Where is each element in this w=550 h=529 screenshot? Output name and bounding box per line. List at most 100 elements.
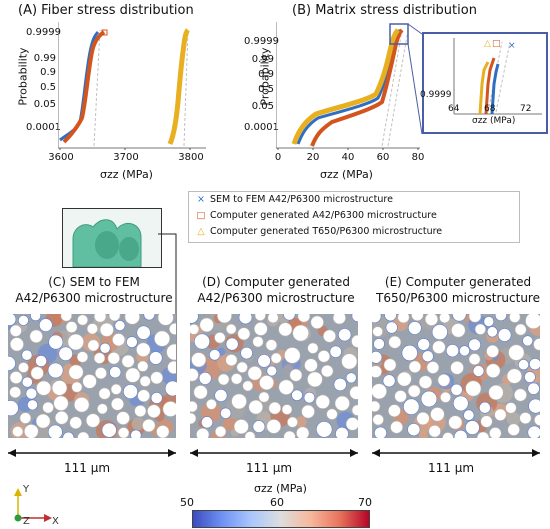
fiber bbox=[190, 412, 197, 425]
fiber bbox=[345, 372, 357, 384]
fiber bbox=[518, 359, 530, 371]
axis-x-label: X bbox=[52, 516, 59, 526]
fiber bbox=[268, 401, 282, 415]
fiber bbox=[19, 412, 32, 424]
fiber bbox=[431, 324, 448, 341]
panel-b-cg-a42-series bbox=[310, 28, 404, 147]
fiber bbox=[527, 382, 540, 395]
fiber bbox=[430, 407, 445, 422]
fiber bbox=[150, 392, 163, 404]
fiber bbox=[524, 371, 536, 383]
panel-b-xtick: 80 bbox=[411, 152, 425, 163]
inset-xtick: 68 bbox=[484, 104, 496, 114]
fiber bbox=[345, 417, 358, 431]
fiber bbox=[30, 314, 41, 322]
panel-b-x-ticks bbox=[277, 148, 419, 150]
fiber bbox=[217, 314, 232, 324]
colorbar bbox=[192, 510, 370, 528]
fiber bbox=[468, 353, 481, 366]
panel-d-microstructure bbox=[190, 314, 358, 438]
fiber bbox=[387, 404, 401, 418]
panel-b-xlabel: σzz (MPa) bbox=[320, 168, 373, 181]
fiber bbox=[94, 367, 107, 380]
fiber bbox=[476, 431, 490, 438]
scale-label-c: 111 μm bbox=[64, 461, 111, 475]
fiber bbox=[24, 424, 39, 438]
fiber bbox=[385, 321, 398, 334]
fiber bbox=[150, 371, 164, 385]
legend-marker: △ bbox=[197, 226, 205, 237]
panel-b-plot bbox=[276, 22, 420, 150]
fiber bbox=[332, 314, 346, 325]
fiber bbox=[99, 322, 114, 337]
matrix-stress-patch bbox=[506, 412, 521, 426]
panel-e-microstructure bbox=[372, 314, 540, 438]
fiber bbox=[143, 314, 156, 321]
fiber bbox=[237, 327, 251, 341]
scale-bar-d bbox=[190, 449, 358, 457]
fiber bbox=[508, 344, 525, 361]
matrix-stress-patch bbox=[295, 416, 307, 428]
fiber bbox=[450, 383, 463, 396]
fiber bbox=[166, 343, 176, 361]
fiber bbox=[38, 318, 53, 332]
scale-label-d: 111 μm bbox=[246, 461, 293, 475]
fiber bbox=[310, 315, 324, 330]
fiber bbox=[253, 321, 268, 336]
fiber bbox=[30, 366, 44, 380]
fiber bbox=[333, 377, 347, 392]
fiber bbox=[507, 423, 520, 436]
fiber bbox=[474, 323, 486, 335]
fiber bbox=[162, 401, 176, 417]
matrix-stress-patch bbox=[222, 416, 238, 431]
fiber bbox=[465, 420, 480, 435]
fiber bbox=[452, 314, 467, 322]
fiber bbox=[401, 344, 418, 362]
fiber bbox=[528, 398, 540, 414]
fiber bbox=[534, 414, 540, 426]
fiber bbox=[164, 380, 176, 397]
fiber bbox=[136, 342, 151, 357]
fiber bbox=[99, 342, 111, 354]
fiber bbox=[428, 424, 441, 438]
fiber bbox=[60, 314, 73, 322]
fiber bbox=[149, 351, 163, 365]
fiber bbox=[394, 390, 407, 403]
fiber bbox=[71, 381, 83, 393]
fiber bbox=[190, 314, 199, 324]
fiber bbox=[18, 362, 29, 373]
fiber bbox=[27, 399, 38, 411]
panel-b-ytick: 0.9999 bbox=[244, 36, 279, 47]
fiber bbox=[254, 314, 266, 321]
fiber bbox=[12, 425, 24, 438]
fiber bbox=[47, 362, 64, 379]
fiber bbox=[258, 391, 270, 403]
fiber bbox=[116, 411, 130, 425]
matrix-stress-patch bbox=[418, 431, 428, 438]
legend-label: Computer generated T650/P6300 microstruc… bbox=[210, 226, 443, 237]
fiber bbox=[372, 326, 383, 337]
fiber bbox=[483, 316, 495, 327]
legend-item: △ Computer generated T650/P6300 microstru… bbox=[195, 226, 442, 237]
fiber bbox=[421, 350, 434, 363]
fiber bbox=[47, 424, 63, 438]
fiber bbox=[199, 317, 214, 333]
fiber bbox=[450, 360, 464, 375]
fiber bbox=[86, 323, 98, 335]
fiber bbox=[439, 314, 451, 324]
fiber bbox=[58, 346, 73, 361]
fiber bbox=[411, 314, 424, 321]
fiber bbox=[107, 351, 121, 365]
fiber-zoom-graphic bbox=[63, 209, 161, 267]
fiber bbox=[9, 371, 23, 384]
fiber bbox=[383, 358, 397, 372]
fiber bbox=[372, 365, 382, 378]
fiber bbox=[296, 426, 310, 438]
fiber bbox=[442, 432, 454, 438]
fiber bbox=[446, 344, 460, 358]
fiber bbox=[126, 336, 138, 348]
panel-c-microstructure bbox=[8, 314, 176, 438]
fiber bbox=[417, 338, 431, 351]
fiber bbox=[53, 395, 69, 411]
fiber bbox=[266, 365, 278, 377]
